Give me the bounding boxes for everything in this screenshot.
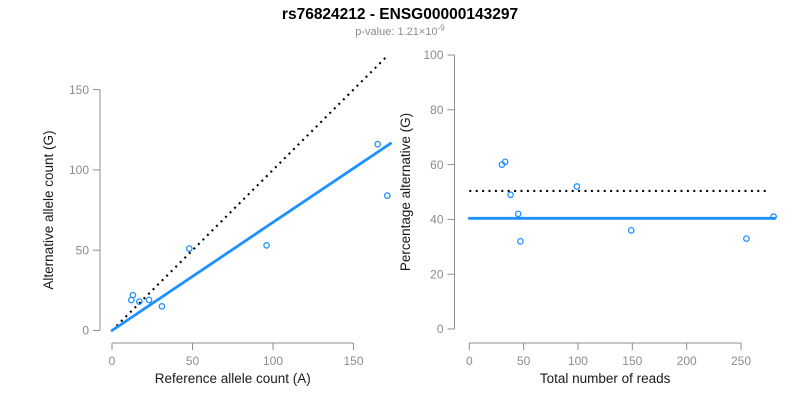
figure-subtitle: p-value: 1.21×10-9 [0,23,800,39]
plot-percentage-vs-reads: 0 20 40 60 80 100 0 50 100 150 200 250 Total number … [398,48,777,386]
data-point [374,140,381,148]
data-point [263,242,270,249]
y-tick-label: 0 [437,322,444,336]
regression-line [110,142,392,332]
data-point [517,237,524,245]
x-tick-label: 250 [731,354,751,368]
data-point [627,227,635,234]
data-point [743,235,750,242]
x-tick-label: 50 [517,354,531,368]
y-tick-label: 0 [82,324,89,338]
y-tick-label: 80 [430,103,444,117]
plot-allele-counts: 0 50 100 150 0 50 100 150 Reference allele count… [41,56,392,386]
y-tick-label: 50 [76,243,90,257]
x-tick-label: 150 [343,354,363,368]
y-axis-title: Alternative allele count (G) [41,131,56,290]
x-tick-label: 0 [109,354,116,368]
p-value-label: p-value: [355,26,395,38]
data-point [129,291,137,299]
figure-title: rs76824212 - ENSG00000143297 [281,6,519,23]
data-point [573,183,581,190]
x-axis-title: Reference allele count (A) [155,371,311,386]
y-tick-label: 60 [430,158,444,172]
y-tick-label: 150 [69,83,89,97]
x-tick-label: 200 [677,354,697,368]
data-point [501,158,509,166]
x-tick-label: 0 [466,354,473,368]
data-point [514,210,522,218]
y-axis-title: Percentage alternative (G) [398,113,413,271]
data-point [507,191,514,199]
x-tick-label: 100 [568,354,588,368]
x-axis-title: Total number of reads [540,371,671,386]
data-point [770,213,777,221]
x-tick-label: 50 [186,354,200,368]
data-point [383,192,391,199]
data-point [158,303,166,310]
y-tick-label: 100 [69,163,89,177]
p-value-multiplier: ×10 [418,26,438,38]
x-tick-label: 150 [622,354,642,368]
data-point [145,296,153,304]
data-point [185,245,193,252]
p-value-mantissa: 1.21 [397,26,419,38]
identity-line [111,56,387,332]
data-point [136,298,143,305]
p-value-exponent: -9 [437,23,445,33]
y-tick-label: 100 [423,48,443,62]
y-tick-label: 20 [430,267,444,281]
y-tick-label: 40 [430,213,444,227]
x-tick-label: 100 [263,354,283,368]
